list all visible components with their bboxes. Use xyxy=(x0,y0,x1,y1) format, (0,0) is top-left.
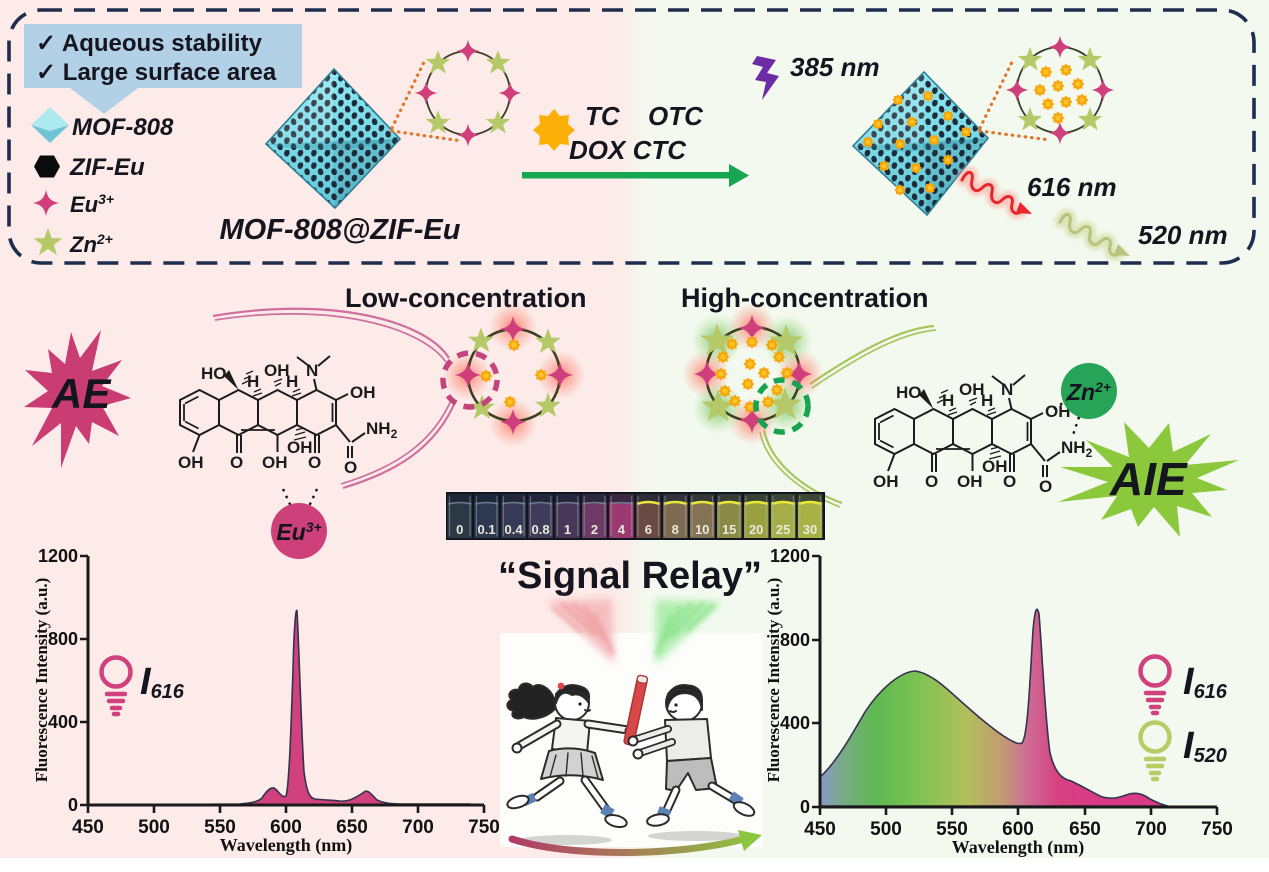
svg-text:MOF-808: MOF-808 xyxy=(72,114,174,141)
svg-text:Wavelength (nm): Wavelength (nm) xyxy=(220,835,353,856)
svg-text:500: 500 xyxy=(138,817,170,838)
svg-text:450: 450 xyxy=(72,817,104,838)
svg-text:600: 600 xyxy=(270,817,302,838)
svg-text:400: 400 xyxy=(48,712,78,732)
svg-text:600: 600 xyxy=(1002,819,1034,840)
svg-text:20: 20 xyxy=(749,522,763,537)
svg-text:700: 700 xyxy=(1135,819,1167,840)
svg-text:Low-concentration: Low-concentration xyxy=(345,283,587,313)
svg-text:10: 10 xyxy=(695,522,709,537)
svg-text:AE: AE xyxy=(51,370,112,417)
svg-text:N: N xyxy=(306,361,318,380)
svg-text:O: O xyxy=(344,458,357,477)
svg-text:Fluorescence Intensity (a.u.): Fluorescence Intensity (a.u.) xyxy=(764,578,783,783)
svg-text:500: 500 xyxy=(870,819,902,840)
svg-text:450: 450 xyxy=(804,819,836,840)
svg-text:15: 15 xyxy=(722,522,736,537)
svg-text:✓ Aqueous stability: ✓ Aqueous stability xyxy=(36,30,263,57)
svg-text:OTC: OTC xyxy=(648,101,704,131)
svg-text:616 nm: 616 nm xyxy=(1027,172,1117,202)
svg-text:OH: OH xyxy=(178,453,204,472)
svg-text:30: 30 xyxy=(803,522,817,537)
svg-text:25: 25 xyxy=(776,522,790,537)
svg-text:700: 700 xyxy=(402,817,434,838)
svg-text:750: 750 xyxy=(468,817,500,838)
svg-text:2: 2 xyxy=(591,522,598,537)
svg-text:ZIF-Eu: ZIF-Eu xyxy=(69,154,145,181)
svg-text:0.4: 0.4 xyxy=(505,522,524,537)
svg-text:550: 550 xyxy=(936,819,968,840)
svg-text:OH: OH xyxy=(262,453,288,472)
svg-text:385 nm: 385 nm xyxy=(790,52,880,82)
svg-text:550: 550 xyxy=(204,817,236,838)
svg-text:0: 0 xyxy=(800,797,810,817)
svg-text:1200: 1200 xyxy=(38,546,78,566)
svg-text:1200: 1200 xyxy=(770,546,810,566)
svg-text:DOX CTC: DOX CTC xyxy=(569,135,687,165)
svg-text:HO: HO xyxy=(201,364,227,383)
svg-text:520 nm: 520 nm xyxy=(1138,220,1228,250)
svg-text:AIE: AIE xyxy=(1109,453,1188,505)
svg-text:OH: OH xyxy=(350,383,376,402)
svg-text:O: O xyxy=(308,453,321,472)
svg-text:1: 1 xyxy=(564,522,571,537)
svg-text:H: H xyxy=(247,372,259,391)
svg-text:6: 6 xyxy=(645,522,652,537)
svg-text:650: 650 xyxy=(1069,819,1101,840)
svg-text:800: 800 xyxy=(780,630,810,650)
svg-text:OH: OH xyxy=(287,438,313,457)
svg-text:Fluorescence Intensity (a.u.): Fluorescence Intensity (a.u.) xyxy=(32,578,51,783)
svg-text:Wavelength (nm): Wavelength (nm) xyxy=(952,837,1085,858)
svg-text:High-concentration: High-concentration xyxy=(681,283,929,313)
svg-text:H: H xyxy=(286,372,298,391)
svg-text:4: 4 xyxy=(618,522,626,537)
svg-text:650: 650 xyxy=(336,817,368,838)
svg-text:750: 750 xyxy=(1201,819,1233,840)
svg-text:0.8: 0.8 xyxy=(532,522,550,537)
svg-text:0: 0 xyxy=(68,795,78,815)
svg-text:MOF-808@ZIF-Eu: MOF-808@ZIF-Eu xyxy=(220,214,461,246)
svg-text:✓ Large surface area: ✓ Large surface area xyxy=(36,59,277,86)
svg-text:OH: OH xyxy=(264,361,290,380)
svg-text:“Signal Relay”: “Signal Relay” xyxy=(498,555,762,597)
svg-text:0: 0 xyxy=(456,522,463,537)
svg-text:8: 8 xyxy=(672,522,679,537)
svg-text:800: 800 xyxy=(48,629,78,649)
svg-text:O: O xyxy=(230,453,243,472)
svg-text:NH2: NH2 xyxy=(366,419,398,441)
svg-text:0.1: 0.1 xyxy=(478,522,496,537)
svg-text:TC: TC xyxy=(585,101,621,131)
svg-text:400: 400 xyxy=(780,713,810,733)
